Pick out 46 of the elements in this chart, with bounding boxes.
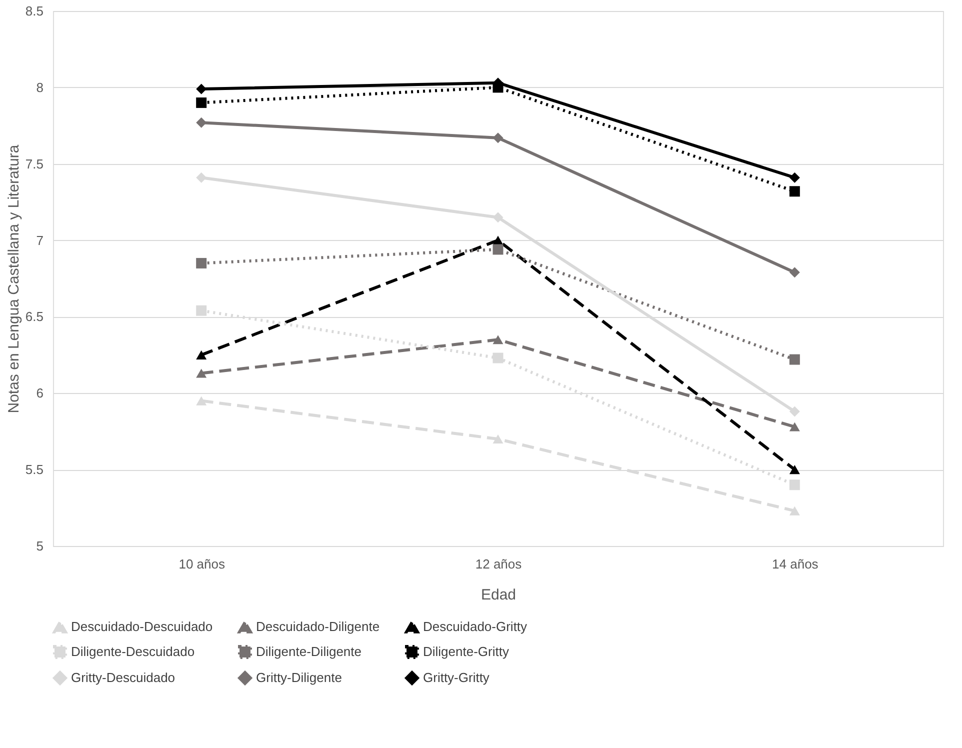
point	[196, 368, 207, 378]
y-tick-label: 8	[36, 80, 44, 95]
legend-label: Descuidado-Descuidado	[71, 619, 213, 634]
x-tick-label: 10 años	[178, 556, 226, 572]
legend-label: Descuidado-Diligente	[256, 619, 380, 634]
point	[789, 354, 800, 365]
legend-label: Gritty-Gritty	[423, 670, 490, 685]
y-tick-label: 7	[36, 232, 44, 248]
point	[492, 132, 504, 144]
legend-label: Diligente-Descuidado	[71, 644, 195, 659]
point	[789, 506, 800, 516]
point	[196, 305, 207, 316]
point	[196, 396, 207, 406]
point	[196, 97, 207, 108]
legend-label: Diligente-Diligente	[256, 644, 362, 659]
y-tick-label: 5.5	[25, 462, 44, 478]
point	[492, 244, 504, 255]
y-tick-label: 8.5	[25, 4, 44, 18]
point	[196, 84, 207, 94]
point	[492, 434, 504, 444]
point	[789, 480, 800, 490]
legend-label: Gritty-Diligente	[256, 670, 342, 685]
point	[196, 350, 207, 360]
point	[492, 335, 504, 344]
point	[789, 172, 800, 183]
point	[789, 465, 800, 474]
y-tick-label: 7.5	[25, 156, 44, 172]
point	[196, 172, 207, 183]
legend-label: Diligente-Gritty	[423, 644, 510, 659]
point	[789, 186, 800, 197]
y-tick-label: 6	[36, 386, 44, 401]
point	[789, 406, 800, 417]
y-tick-label: 6.5	[25, 309, 44, 324]
x-tick-label: 12 años	[475, 556, 522, 572]
point	[789, 267, 800, 278]
x-tick-label: 14 años	[772, 556, 819, 572]
y-axis-title: Notas en Lengua Castellana y Literatura	[5, 144, 22, 414]
point	[492, 212, 504, 223]
legend-label: Gritty-Descuidado	[71, 670, 176, 685]
x-axis-title: Edad	[480, 586, 516, 604]
point	[789, 422, 800, 432]
legend-label: Descuidado-Gritty	[423, 619, 528, 634]
point	[196, 117, 207, 128]
point	[492, 352, 504, 364]
y-tick-label: 5	[36, 538, 44, 554]
point	[196, 258, 207, 268]
